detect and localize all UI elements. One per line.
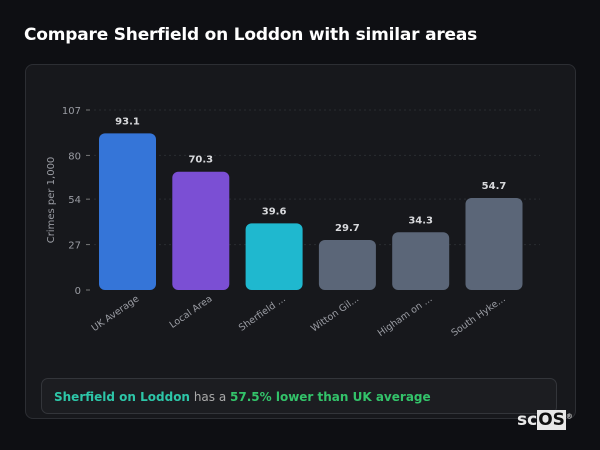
x-tick-label: Higham on ... xyxy=(376,293,435,339)
y-tick-label: 27 xyxy=(68,241,81,252)
x-tick-label: UK Average xyxy=(90,293,142,334)
y-tick-label: 107 xyxy=(62,106,81,117)
y-tick-label: 54 xyxy=(68,195,81,206)
bar-2 xyxy=(245,223,303,290)
comparison-summary: Sherfield on Loddon has a 57.5% lower th… xyxy=(41,378,557,414)
data-label: 29.7 xyxy=(335,223,360,234)
bar-5 xyxy=(465,197,523,290)
summary-place: Sherfield on Loddon xyxy=(54,390,190,404)
x-tick-label: Sherfield ... xyxy=(237,293,288,333)
data-label: 39.6 xyxy=(262,206,287,217)
bar-0 xyxy=(99,133,156,290)
bar-3 xyxy=(318,240,376,290)
scos-logo: scOS® xyxy=(517,410,573,430)
x-tick-label: South Hyke... xyxy=(449,293,507,338)
y-tick-label: 80 xyxy=(68,151,81,162)
y-axis-label: Crimes per 1,000 xyxy=(46,157,57,244)
data-label: 70.3 xyxy=(188,155,213,166)
data-label: 93.1 xyxy=(115,116,140,127)
summary-text: has a xyxy=(193,390,227,404)
data-label: 54.7 xyxy=(482,181,507,192)
data-label: 34.3 xyxy=(408,215,433,226)
x-tick-label: Witton Gil... xyxy=(309,293,361,334)
y-tick-label: 0 xyxy=(75,286,81,297)
x-tick-label: Local Area xyxy=(168,293,215,330)
summary-difference: 57.5% lower than UK average xyxy=(230,390,431,404)
page-title: Compare Sherfield on Loddon with similar… xyxy=(24,25,478,45)
bar-4 xyxy=(392,232,450,290)
bar-1 xyxy=(172,171,230,290)
